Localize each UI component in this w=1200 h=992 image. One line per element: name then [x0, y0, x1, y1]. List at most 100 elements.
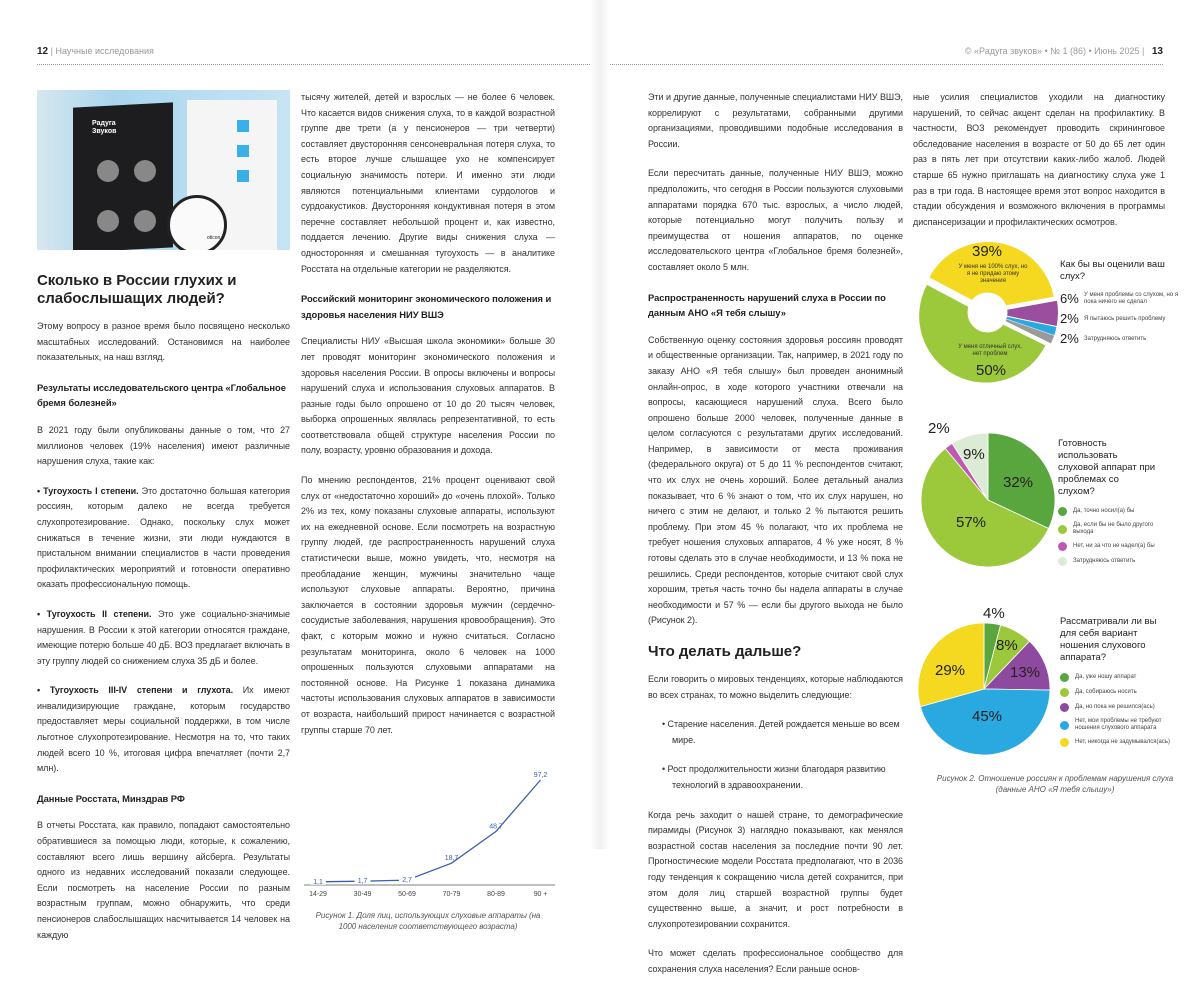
- bullet-degree-3: • Тугоухость III-IV степени и глухота. И…: [37, 683, 290, 777]
- pie3-label-29: 29%: [935, 662, 966, 679]
- pie1-inner-label: У меня отличный слух, нет проблем: [958, 344, 1022, 357]
- section-name: Научные исследования: [55, 46, 154, 56]
- pie-slice: [920, 447, 1050, 568]
- legend-color-dot: [1058, 542, 1067, 551]
- pie1-label-50: 50%: [976, 362, 1007, 379]
- pie1-legend-item: 2% Я пытаюсь решить проблему: [1060, 312, 1180, 326]
- page-number-left: 12: [37, 46, 49, 57]
- trends-list: • Старение населения. Детей рождается ме…: [662, 717, 903, 793]
- legend-color-dot: [1058, 507, 1067, 516]
- pie-slice: [991, 300, 1058, 326]
- paragraph: В отчеты Росстата, как правило, попадают…: [37, 820, 290, 940]
- subheading-rosstat: Данные Росстата, Минздрав РФ: [37, 792, 185, 804]
- figure-1-line-chart: 1,1 14-29 1,7 30-49 2,7 50-69 18,7 70-79 48,7 80-…: [304, 772, 555, 898]
- legend-item: Да, уже ношу аппарат: [1060, 673, 1172, 682]
- hearing-aid-display-photo: Радуга Звуков oticon: [37, 90, 290, 250]
- pie-slice: [991, 314, 1055, 344]
- pie2-label-2: 2%: [928, 420, 950, 437]
- page-number-right: 13: [1151, 46, 1163, 57]
- paragraph: Если пересчитать данные, полученные НИУ …: [648, 168, 903, 272]
- legend-color-dot: [1060, 738, 1069, 747]
- article-title: Сколько в России глухих и слабослышащих …: [37, 272, 237, 307]
- right-page-header: © «Радуга звуков» • № 1 (86) • Июнь 2025…: [964, 46, 1163, 57]
- legend-label: Да, если бы не было другого выхода: [1073, 522, 1154, 535]
- legend-item: Да, если бы не было другого выхода: [1058, 522, 1158, 536]
- bullet-text: Это достаточно большая категория россиян…: [37, 485, 290, 590]
- pie1-legend-item: 6% У меня проблемы со слухом, но я пока н…: [1060, 292, 1180, 306]
- pie-slice: [987, 432, 1056, 530]
- subheading-global-burden: Результаты исследовательского центра «Гл…: [37, 381, 286, 409]
- paragraph: Эти и другие данные, полученные специали…: [648, 92, 903, 149]
- legend-label: Затрудняюсь ответить: [1084, 335, 1147, 342]
- page-gutter: [590, 0, 610, 849]
- data-label: 18,7: [445, 855, 459, 862]
- pie-slice: [929, 242, 1054, 309]
- legend-color-dot: [1060, 673, 1069, 682]
- paragraph: тысячу жителей, детей и взрослых — не бо…: [301, 92, 555, 274]
- legend-item: Да, точно носил(а) бы: [1058, 507, 1158, 516]
- data-label: 97,2: [534, 772, 548, 779]
- hearing-self-assessment-donut-chart: [919, 242, 1058, 383]
- bullet-degree-2: • Тугоухость II степени. Это уже социаль…: [37, 607, 290, 669]
- section-title-what-next: Что делать дальше?: [648, 643, 802, 660]
- pie-slice: [919, 688, 1051, 756]
- legend-item: Нет, ни за что не надел(а) бы: [1058, 542, 1158, 551]
- pie1-legend: Как бы вы оценили ваш слух? 6% У меня про…: [1060, 259, 1180, 352]
- bullet-title: • Тугоухость II степени.: [37, 608, 152, 619]
- paragraph: Специалисты НИУ «Высшая школа экономики»…: [301, 336, 555, 456]
- header-divider-left: [37, 64, 590, 65]
- paragraph: Что может сделать профессиональное сообщ…: [648, 948, 903, 974]
- column-1: Сколько в России глухих и слабослышащих …: [37, 272, 290, 957]
- list-item: • Рост продолжительности жизни благодаря…: [662, 764, 886, 790]
- pie2-legend: Готовность использовать слуховой аппарат…: [1058, 438, 1158, 572]
- legend-label: Я пытаюсь решить проблему: [1084, 315, 1166, 322]
- pie1-inner-label: У меня не 100% слух, но я не придаю этом…: [958, 264, 1028, 284]
- x-tick-label: 70-79: [443, 891, 461, 898]
- bullet-degree-1: • Тугоухость I степени. Это достаточно б…: [37, 484, 290, 593]
- line-series: [317, 779, 541, 883]
- subheading-hse-monitoring: Российский мониторинг экономического пол…: [301, 293, 552, 320]
- pie3-label-4: 4%: [983, 605, 1005, 622]
- pie2-label-32: 32%: [1003, 474, 1034, 491]
- bullet-text: Это уже социально-значимые нарушения. В …: [37, 608, 290, 666]
- subheading-ya-tebya-slyshu: Распространенность нарушений слуха в Рос…: [648, 291, 886, 319]
- legend-label: Да, уже ношу аппарат: [1075, 674, 1137, 680]
- issue-info: © «Радуга звуков» • № 1 (86) • Июнь 2025: [964, 46, 1140, 56]
- pie2-question: Готовность использовать слуховой аппарат…: [1058, 438, 1156, 497]
- legend-item: Да, собираюсь носить: [1060, 688, 1172, 697]
- header-divider-right: [610, 64, 1163, 65]
- legend-item: Нет, никогда не задумывался(ась): [1060, 738, 1172, 747]
- column-4: ные усилия специалистов уходили на диагн…: [913, 90, 1165, 244]
- pie-slice: [919, 284, 1046, 383]
- pie2-label-57: 57%: [956, 514, 987, 531]
- pie3-label-8: 8%: [996, 637, 1018, 654]
- paragraph: По мнению респондентов, 21% процент оцен…: [301, 475, 555, 735]
- consideration-pie-chart: [917, 622, 1051, 756]
- data-label: 48,7: [489, 824, 503, 831]
- pie-slice: [991, 313, 1057, 336]
- x-tick-label: 50-69: [398, 891, 416, 898]
- legend-item: Нет, мои проблемы не требуют ношения слу…: [1060, 718, 1172, 732]
- bullet-text: Их имеют инвалидизирующие граждане, кото…: [37, 685, 290, 774]
- data-label: 1,1: [313, 879, 323, 886]
- list-item: • Старение населения. Детей рождается ме…: [662, 719, 900, 745]
- brand-label: oticon: [207, 235, 221, 241]
- legend-color-dot: [1060, 703, 1069, 712]
- pie1-label-39: 39%: [972, 243, 1003, 260]
- legend-value: 2%: [1060, 311, 1079, 326]
- legend-label: Да, точно носил(а) бы: [1073, 508, 1135, 514]
- bullet-title: • Тугоухость I степени.: [37, 485, 139, 496]
- data-label: 2,7: [402, 877, 412, 884]
- intro-paragraph: Этому вопросу в разное время было посвящ…: [37, 321, 290, 363]
- legend-label: Затрудняюсь ответить: [1073, 558, 1136, 564]
- pie3-question: Рассматривали ли вы для себя вариант нош…: [1060, 616, 1157, 663]
- pie1-legend-item: 2% Затрудняюсь ответить: [1060, 332, 1180, 346]
- paragraph: Когда речь заходит о нашей стране, то де…: [648, 809, 903, 929]
- legend-label: Да, но пока не решился(ась): [1075, 704, 1155, 710]
- legend-label: У меня проблемы со слухом, но я пока нич…: [1084, 292, 1179, 305]
- pie2-label-9: 9%: [963, 446, 985, 463]
- legend-label: Нет, никогда не задумывался(ась): [1075, 739, 1170, 745]
- donut-hole: [967, 292, 1008, 333]
- legend-label: Да, собираюсь носить: [1075, 689, 1137, 695]
- paragraph: Собственную оценку состояния здоровья ро…: [648, 334, 903, 626]
